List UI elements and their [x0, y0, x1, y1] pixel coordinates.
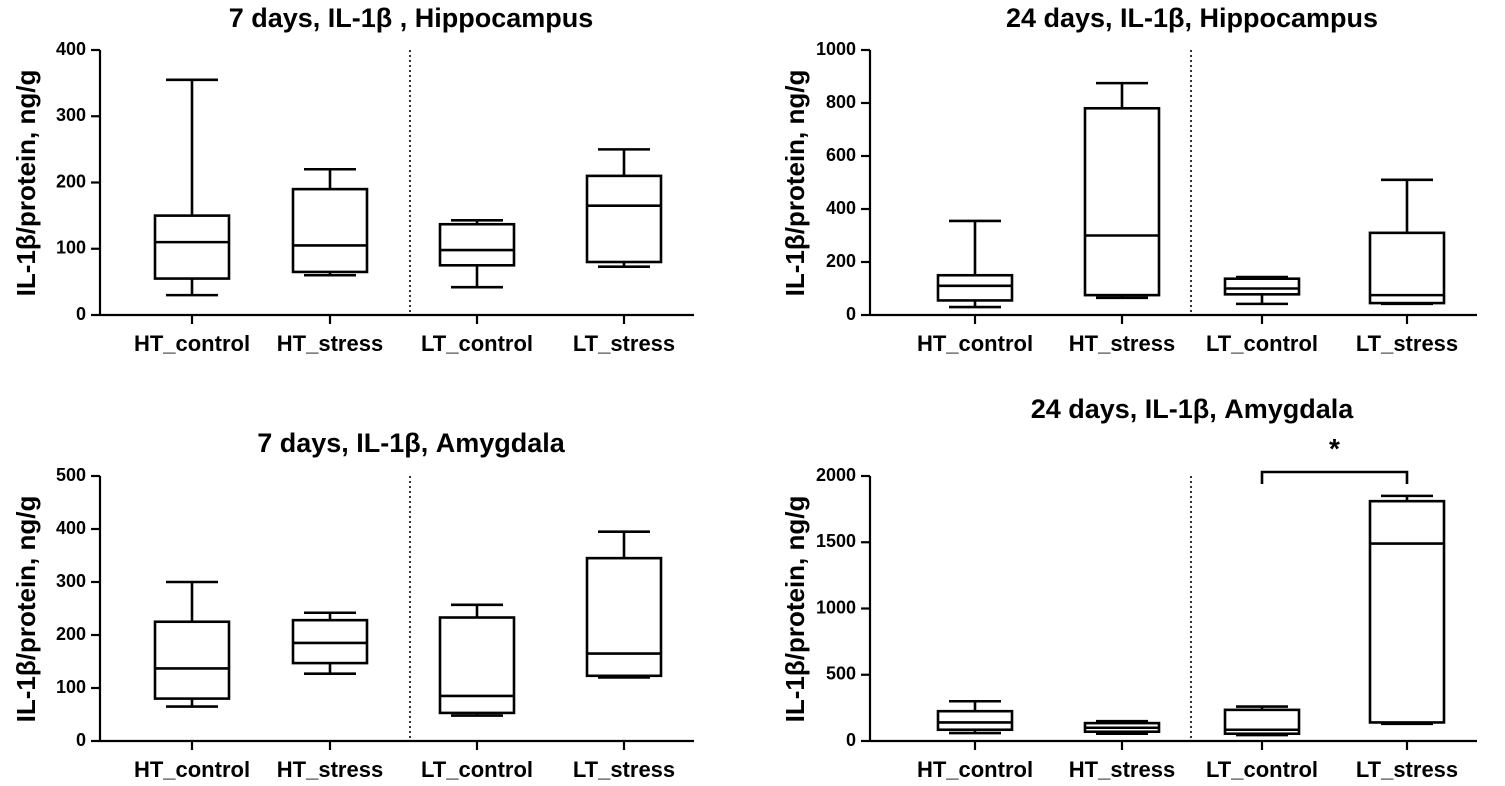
chart-panel-4: 24 days, IL-1β, Amygdala IL-1β/protein, n… [780, 394, 1477, 782]
chart-title: 24 days, IL-1β, Hippocampus [1006, 3, 1378, 33]
y-tick-label: 500 [56, 465, 86, 485]
y-tick-label: 0 [76, 730, 86, 750]
y-tick-label: 400 [56, 39, 86, 59]
y-axis-label: IL-1β/protein, ng/g [780, 496, 810, 723]
x-tick-label: LT_stress [1356, 331, 1458, 356]
box-LT_stress: LT_stress [1356, 494, 1458, 782]
significance-marker: * [1329, 433, 1340, 464]
x-tick-label: LT_stress [573, 331, 675, 356]
x-tick-label: HT_stress [277, 757, 383, 782]
y-tick-label: 400 [56, 518, 86, 538]
box-HT_control: HT_control [917, 219, 1033, 356]
y-tick-label: 1000 [816, 39, 856, 59]
significance-bracket [1260, 470, 1409, 484]
y-tick-label: 1000 [816, 597, 856, 617]
box-LT_stress: LT_stress [573, 148, 675, 356]
y-tick-label: 200 [56, 624, 86, 644]
x-tick-label: HT_stress [277, 331, 383, 356]
chart-panel-3: 7 days, IL-1β, Amygdala IL-1β/protein, ng… [11, 428, 694, 782]
x-tick-label: LT_stress [573, 757, 675, 782]
iqr-box [291, 618, 369, 665]
x-tick-label: HT_stress [1069, 757, 1175, 782]
box-LT_control: LT_control [421, 218, 533, 356]
iqr-box [1368, 499, 1446, 724]
box-HT_control: HT_control [134, 580, 250, 782]
iqr-box [1223, 708, 1301, 736]
y-tick-label: 800 [826, 92, 856, 112]
y-tick-label: 0 [846, 730, 856, 750]
iqr-box [291, 187, 369, 274]
y-tick-label: 0 [846, 304, 856, 324]
box-LT_control: LT_control [1206, 275, 1318, 356]
iqr-box [1223, 277, 1301, 296]
iqr-box [1083, 107, 1161, 297]
x-tick-label: LT_control [1206, 331, 1318, 356]
x-tick-label: HT_control [134, 331, 250, 356]
iqr-box [936, 273, 1014, 302]
chart-title: 24 days, IL-1β, Amygdala [1031, 394, 1355, 424]
box-LT_stress: LT_stress [1356, 178, 1458, 356]
chart-panel-1: 7 days, IL-1β , Hippocampus IL-1β/protein… [11, 3, 694, 356]
box-HT_control: HT_control [917, 699, 1033, 782]
box-LT_control: LT_control [421, 603, 533, 782]
chart-title: 7 days, IL-1β, Amygdala [257, 428, 566, 458]
box-LT_control: LT_control [1206, 705, 1318, 782]
iqr-box [153, 214, 231, 280]
x-tick-label: LT_control [1206, 757, 1318, 782]
iqr-box [585, 556, 663, 678]
box-HT_stress: HT_stress [277, 167, 383, 356]
y-tick-label: 200 [56, 171, 86, 191]
y-tick-label: 0 [76, 304, 86, 324]
iqr-box [438, 222, 516, 267]
x-tick-label: HT_stress [1069, 331, 1175, 356]
y-tick-label: 100 [56, 238, 86, 258]
iqr-box [936, 709, 1014, 732]
y-tick-label: 300 [56, 105, 86, 125]
x-tick-label: LT_control [421, 331, 533, 356]
iqr-box [585, 174, 663, 264]
y-tick-label: 100 [56, 677, 86, 697]
y-tick-label: 300 [56, 571, 86, 591]
chart-title: 7 days, IL-1β , Hippocampus [229, 3, 594, 33]
y-tick-label: 200 [826, 251, 856, 271]
y-tick-label: 600 [826, 145, 856, 165]
y-axis-label: IL-1β/protein, ng/g [11, 496, 41, 723]
y-axis-label: IL-1β/protein, ng/g [11, 70, 41, 297]
box-HT_stress: HT_stress [1069, 719, 1175, 782]
y-tick-label: 1500 [816, 531, 856, 551]
iqr-box [153, 620, 231, 700]
iqr-box [1368, 231, 1446, 305]
y-tick-label: 400 [826, 198, 856, 218]
box-LT_stress: LT_stress [573, 530, 675, 782]
x-tick-label: LT_control [421, 757, 533, 782]
iqr-box [438, 616, 516, 715]
box-HT_stress: HT_stress [277, 611, 383, 782]
x-tick-label: HT_control [134, 757, 250, 782]
x-tick-label: HT_control [917, 331, 1033, 356]
y-axis-label: IL-1β/protein, ng/g [780, 70, 810, 297]
chart-panel-2: 24 days, IL-1β, Hippocampus IL-1β/protein… [780, 3, 1477, 356]
y-tick-label: 500 [826, 664, 856, 684]
y-tick-label: 2000 [816, 465, 856, 485]
box-HT_stress: HT_stress [1069, 81, 1175, 356]
x-tick-label: HT_control [917, 757, 1033, 782]
box-HT_control: HT_control [134, 78, 250, 356]
x-tick-label: LT_stress [1356, 757, 1458, 782]
